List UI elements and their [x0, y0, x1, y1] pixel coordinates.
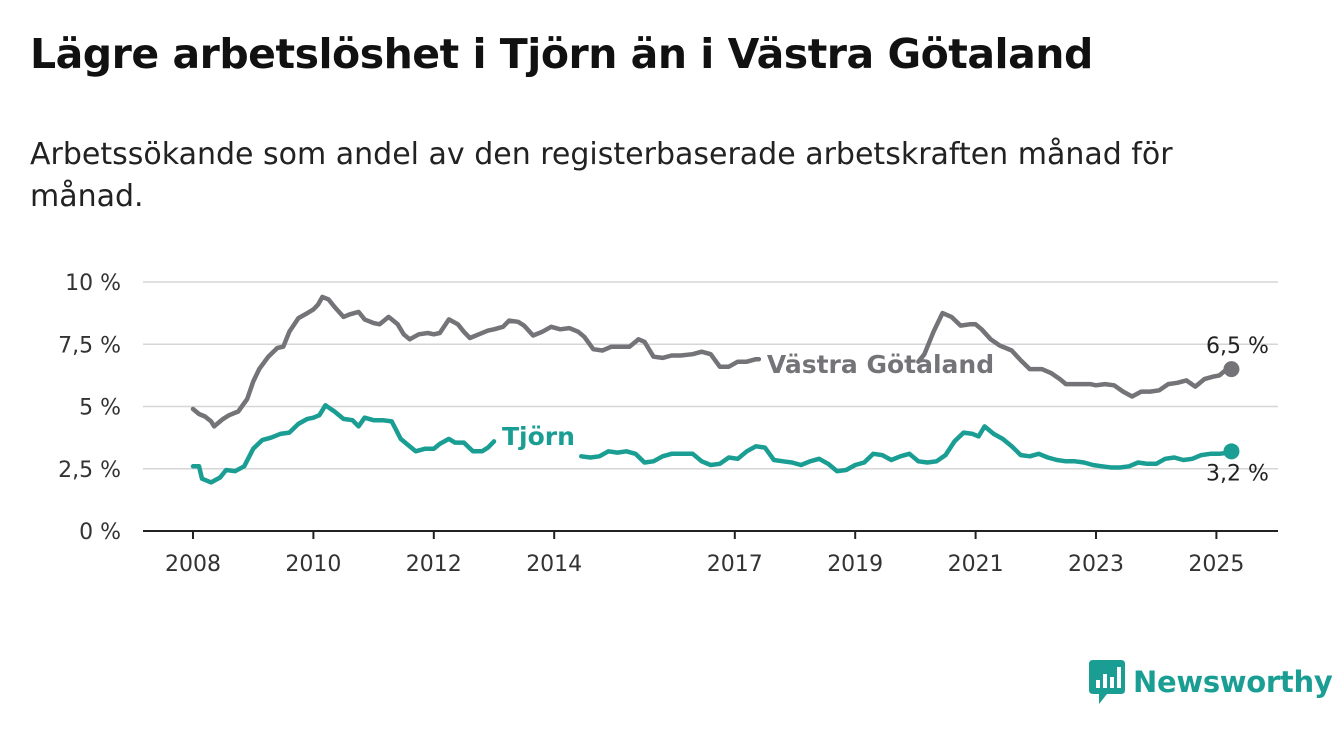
x-tick-label: 2021 — [948, 552, 1004, 577]
x-tick-label: 2017 — [707, 552, 763, 577]
chart-subtitle: Arbetssökande som andel av den registerb… — [30, 137, 1173, 214]
y-tick-label: 0 % — [79, 520, 121, 545]
end-value-label-tj-rn: 3,2 % — [1206, 461, 1269, 486]
grid-lines — [143, 281, 1278, 470]
series-line-tj-rn — [190, 403, 497, 485]
x-tick-label: 2014 — [526, 552, 582, 577]
series-label-tj-rn: Tjörn — [502, 422, 575, 451]
newsworthy-logo: Newsworthy — [1089, 660, 1333, 704]
y-tick-label: 5 % — [79, 396, 121, 421]
y-tick-label: 10 % — [65, 271, 121, 296]
x-axis: 2008 2010 2012 2014 2017 2019 2021 2023 2025 — [143, 530, 1278, 577]
x-tick-label: 2023 — [1068, 552, 1124, 577]
x-tick-label: 2025 — [1188, 552, 1244, 577]
x-tick-label: 2008 — [165, 552, 221, 577]
newsworthy-logo-icon — [1089, 660, 1125, 704]
line-chart: 0 % 2,5 % 5 % 7,5 % 10 % 2008 2010 2012 2014 201… — [58, 271, 1278, 577]
series-labels: Västra Götaland 6,5 % Tjörn 3,2 % — [502, 334, 1269, 486]
chart-title: Lägre arbetslöshet i Tjörn än i Västra G… — [30, 30, 1093, 78]
x-tick-label: 2012 — [406, 552, 462, 577]
series-line-v-stra-g-taland — [916, 310, 1234, 399]
series-label-v-stra-g-taland: Västra Götaland — [767, 350, 994, 379]
x-tick-label: 2019 — [827, 552, 883, 577]
end-value-label-v-stra-g-taland: 6,5 % — [1206, 334, 1269, 359]
x-tick-label: 2010 — [285, 552, 341, 577]
end-point-v-stra-g-taland — [1223, 361, 1240, 378]
y-axis-ticks: 0 % 2,5 % 5 % 7,5 % 10 % — [58, 271, 121, 545]
y-tick-label: 7,5 % — [58, 333, 121, 358]
series-line-v-stra-g-taland — [190, 294, 762, 429]
end-point-tj-rn — [1223, 443, 1240, 460]
series-line-tj-rn — [579, 424, 1234, 474]
brand-name: Newsworthy — [1133, 665, 1333, 699]
series-lines — [190, 294, 1240, 485]
y-tick-label: 2,5 % — [58, 458, 121, 483]
